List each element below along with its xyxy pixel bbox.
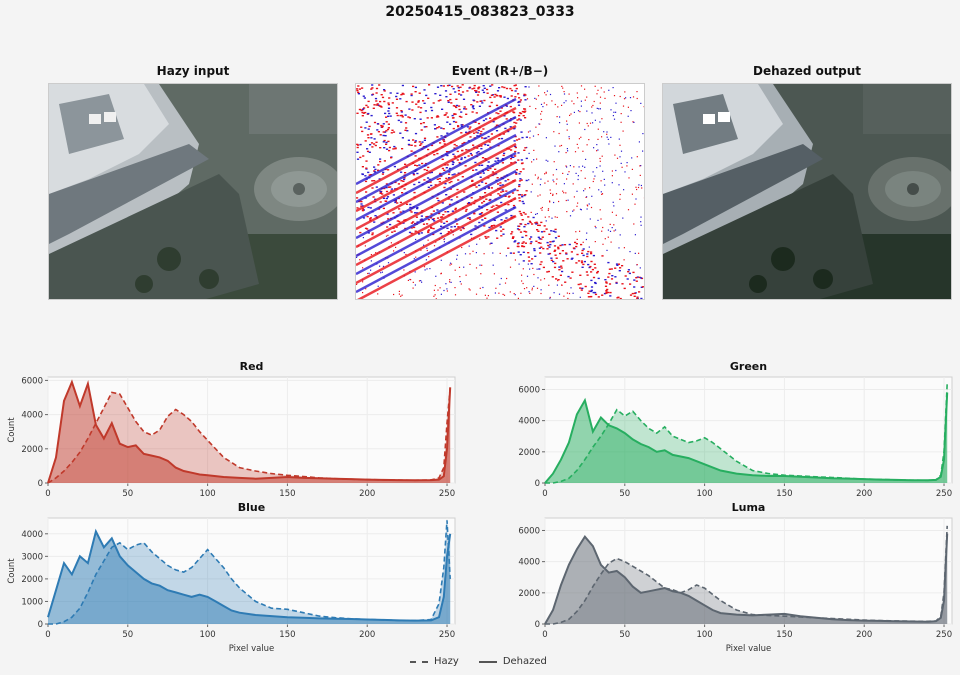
x-tick-label: 50 bbox=[619, 630, 630, 640]
hist-title-red: Red bbox=[239, 360, 264, 373]
x-tick-label: 150 bbox=[279, 630, 295, 640]
legend-label-hazy: Hazy bbox=[434, 656, 459, 667]
x-tick-label: 200 bbox=[359, 489, 375, 499]
x-tick-label: 0 bbox=[542, 489, 547, 499]
y-axis-label: Count bbox=[7, 417, 17, 443]
x-tick-label: 100 bbox=[199, 489, 215, 499]
event-map-image bbox=[355, 83, 645, 300]
y-tick-label: 2000 bbox=[21, 445, 43, 455]
histogram-red: 0 50 100 150 200 250 0 2000 4000 6000 Count bbox=[7, 376, 456, 499]
y-tick-label: 4000 bbox=[21, 530, 43, 540]
y-tick-label: 6000 bbox=[518, 385, 540, 395]
histogram-luma: 0 50 100 150 200 250 0 2000 4000 6000 Pixel value bbox=[518, 517, 953, 654]
y-tick-label: 2000 bbox=[518, 448, 540, 458]
y-tick-label: 0 bbox=[38, 620, 43, 630]
y-tick-label: 4000 bbox=[518, 558, 540, 568]
hist-title-luma: Luma bbox=[731, 501, 766, 514]
x-tick-label: 100 bbox=[199, 630, 215, 640]
series-area-dehazed bbox=[545, 392, 948, 483]
y-axis-label: Count bbox=[7, 558, 17, 584]
legend: Hazy Dehazed bbox=[410, 656, 561, 667]
x-tick-label: 250 bbox=[439, 489, 455, 499]
histogram-green: 0 50 100 150 200 250 0 2000 4000 6000 bbox=[518, 376, 953, 499]
legend-swatch-hazy bbox=[410, 660, 428, 663]
y-tick-label: 2000 bbox=[21, 575, 43, 585]
series-area-dehazed bbox=[545, 533, 948, 624]
dehazed-output-image bbox=[662, 83, 952, 300]
x-tick-label: 200 bbox=[359, 630, 375, 640]
legend-swatch-dehazed bbox=[478, 660, 497, 663]
x-tick-label: 150 bbox=[776, 489, 792, 499]
series-line-dehazed bbox=[47, 379, 452, 484]
event-map-title: Event (R+/B−) bbox=[451, 64, 549, 78]
x-tick-label: 0 bbox=[45, 630, 50, 640]
figure-title: 20250415_083823_0333 bbox=[385, 4, 575, 20]
series-line-dehazed bbox=[47, 528, 452, 622]
x-tick-label: 200 bbox=[856, 489, 872, 499]
hazy-input-image bbox=[48, 83, 338, 300]
x-tick-label: 0 bbox=[45, 489, 50, 499]
series-area-dehazed bbox=[48, 531, 451, 624]
y-tick-label: 0 bbox=[535, 479, 540, 489]
y-tick-label: 4000 bbox=[21, 411, 43, 421]
y-tick-label: 6000 bbox=[21, 376, 43, 386]
x-tick-label: 100 bbox=[696, 489, 712, 499]
y-tick-label: 2000 bbox=[518, 589, 540, 599]
x-axis-label: Pixel value bbox=[229, 644, 275, 654]
dehazed-output-title: Dehazed output bbox=[752, 64, 862, 78]
hist-title-blue: Blue bbox=[237, 501, 266, 514]
x-tick-label: 0 bbox=[542, 630, 547, 640]
x-tick-label: 250 bbox=[936, 630, 952, 640]
legend-label-dehazed: Dehazed bbox=[502, 656, 547, 667]
hist-title-green: Green bbox=[729, 360, 768, 373]
x-tick-label: 200 bbox=[856, 630, 872, 640]
y-tick-label: 6000 bbox=[518, 526, 540, 536]
event-speckle bbox=[356, 84, 644, 299]
y-tick-label: 0 bbox=[535, 620, 540, 630]
x-tick-label: 50 bbox=[122, 489, 133, 499]
legend-item-dehazed: Dehazed bbox=[478, 656, 547, 667]
x-tick-label: 50 bbox=[619, 489, 630, 499]
legend-item-hazy: Hazy bbox=[410, 656, 459, 667]
x-axis-label: Pixel value bbox=[726, 644, 772, 654]
x-tick-label: 250 bbox=[439, 630, 455, 640]
hazy-input-title: Hazy input bbox=[156, 64, 230, 78]
x-tick-label: 150 bbox=[776, 630, 792, 640]
x-tick-label: 50 bbox=[122, 630, 133, 640]
series-line-dehazed bbox=[544, 392, 949, 484]
x-tick-label: 150 bbox=[279, 489, 295, 499]
series-line-dehazed bbox=[544, 533, 949, 625]
y-tick-label: 3000 bbox=[21, 552, 43, 562]
y-tick-label: 4000 bbox=[518, 417, 540, 427]
histogram-blue: 0 50 100 150 200 250 0 1000 2000 3000 4000 Count Pix… bbox=[7, 517, 456, 654]
y-tick-label: 0 bbox=[38, 479, 43, 489]
x-tick-label: 100 bbox=[696, 630, 712, 640]
x-tick-label: 250 bbox=[936, 489, 952, 499]
y-tick-label: 1000 bbox=[21, 597, 43, 607]
series-area-dehazed bbox=[48, 382, 451, 483]
